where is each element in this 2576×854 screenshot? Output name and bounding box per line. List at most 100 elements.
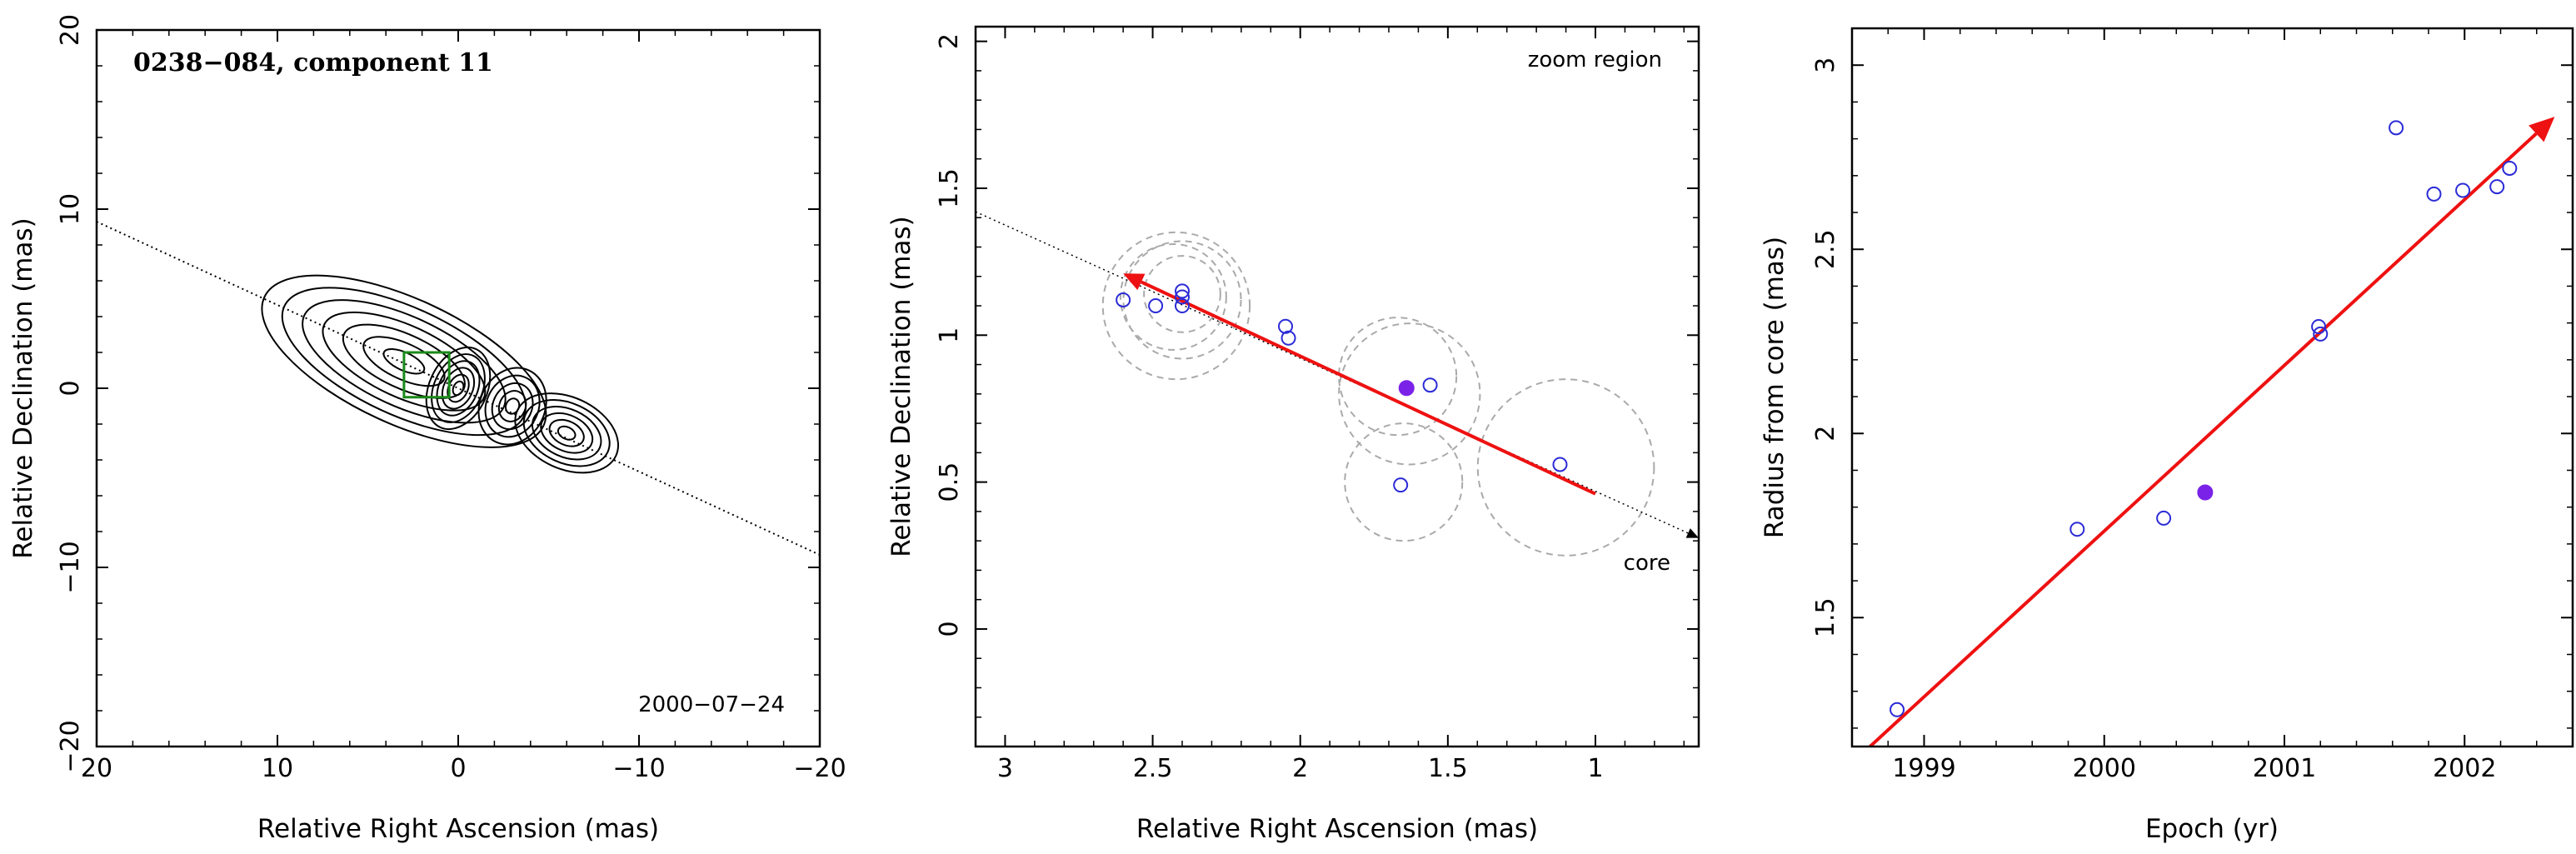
chart-title: 0238−084, component 11: [133, 48, 493, 77]
y-tick-label: 2.5: [1811, 229, 1840, 269]
y-tick-label: 10: [56, 193, 85, 225]
contour-level: [497, 390, 527, 422]
contour-level: [281, 287, 527, 437]
x-tick-label: 2000: [2073, 754, 2136, 783]
x-tick-label: 2001: [2253, 754, 2316, 783]
x-tick-label: 2002: [2433, 754, 2496, 783]
contour-level: [540, 412, 594, 454]
x-tick-label: −10: [612, 754, 665, 783]
contour-level: [522, 399, 611, 467]
error-circle: [1119, 242, 1227, 351]
data-point: [1175, 298, 1190, 314]
x-axis-label: Epoch (yr): [2145, 814, 2279, 844]
error-circle: [1122, 240, 1242, 360]
highlight-point: [1398, 380, 1415, 397]
x-tick-label: 3: [997, 754, 1013, 783]
data-point: [1148, 298, 1164, 314]
contour-level: [477, 367, 547, 446]
y-tick-label: 2: [1811, 426, 1840, 442]
y-tick-label: −20: [56, 720, 85, 772]
contour-level: [261, 274, 547, 448]
data-point: [1116, 292, 1131, 307]
velocity-arrow: [1141, 280, 1596, 496]
contour-level: [531, 406, 602, 461]
data-point: [2455, 182, 2471, 198]
contour-level: [452, 380, 465, 397]
axis-ticks: 1999 2000 2001 2002 1.5 2 2.5 3: [1811, 27, 2574, 783]
data-point: [1552, 457, 1568, 472]
data-point: [2313, 326, 2329, 342]
error-circle: [1344, 422, 1464, 542]
y-tick-label: 0: [935, 621, 964, 637]
radius-panel: 1999 2000 2001 2002 1.5 2 2.5 3 Epoch (yr) Radi…: [1760, 27, 2574, 844]
data-point: [1393, 477, 1409, 493]
contour-level: [302, 299, 507, 424]
axis-ticks: 3 2.5 2 1.5 1 0 0.5 1 1.5 2: [935, 27, 1699, 783]
contour-level: [322, 311, 487, 412]
zoom-region-box: [402, 351, 451, 399]
plot-frame: [974, 25, 1700, 748]
velocity-arrow-head: [1123, 273, 1146, 291]
data-point: [2311, 319, 2327, 335]
contour-map: [97, 221, 820, 556]
data-point: [2156, 510, 2172, 526]
error-circle: [1143, 255, 1221, 333]
x-tick-label: 2.5: [1133, 754, 1173, 783]
y-tick-label: 1: [935, 327, 964, 343]
y-tick-label: 1.5: [935, 168, 964, 208]
y-tick-label: 3: [1811, 57, 1840, 73]
data-point: [1890, 702, 1905, 717]
contour-level: [557, 425, 577, 441]
contour-level: [548, 418, 585, 447]
contour-level: [362, 336, 446, 387]
y-tick-label: 0.5: [935, 462, 964, 502]
error-circle: [1476, 378, 1655, 557]
zoom-panel: 3 2.5 2 1.5 1 0 0.5 1 1.5 2 zoom region core Rela…: [886, 25, 1700, 844]
core-label: core: [1624, 551, 1670, 576]
x-axis-label: Relative Right Ascension (mas): [1136, 814, 1538, 844]
x-tick-label: 2: [1292, 754, 1308, 783]
contour-level: [425, 346, 492, 431]
x-tick-label: 1: [1587, 754, 1603, 783]
data-point: [1175, 283, 1190, 299]
y-axis-label: Relative Declination (mas): [886, 216, 916, 557]
data-point: [1422, 377, 1438, 393]
data-point: [2489, 179, 2505, 195]
y-tick-label: 20: [56, 14, 85, 46]
data-point: [1175, 289, 1190, 305]
plot-frame: [95, 28, 821, 748]
contour-level: [436, 360, 481, 417]
axis-ticks: 20 10 0 −10 −20 −20 −10 0 10 20: [56, 14, 846, 783]
radius-plot-area: [1869, 117, 2555, 747]
zoom-plot-area: [976, 211, 1699, 557]
error-circle: [1101, 231, 1251, 381]
contour-level: [484, 374, 541, 438]
contour-panel: 20 10 0 −10 −20 −20 −10 0 10 20 0238−084, compone…: [8, 14, 846, 844]
plot-frame: [1850, 27, 2574, 748]
y-axis-label: Radius from core (mas): [1760, 237, 1790, 538]
error-circle: [1338, 317, 1458, 437]
data-point: [1281, 330, 1296, 346]
highlight-point: [2197, 484, 2214, 501]
jet-axis-line: [97, 221, 820, 556]
x-tick-label: 1.5: [1428, 754, 1468, 783]
contour-level: [491, 382, 534, 431]
core-direction-line-head: [1685, 528, 1699, 538]
data-point: [2502, 160, 2518, 176]
y-tick-label: 1.5: [1811, 597, 1840, 637]
y-tick-label: 2: [935, 33, 964, 49]
x-tick-label: 1999: [1892, 754, 1955, 783]
x-tick-label: −20: [793, 754, 846, 783]
contour-level: [441, 367, 476, 410]
data-point: [2426, 186, 2442, 202]
x-axis-label: Relative Right Ascension (mas): [257, 814, 659, 844]
error-circle: [1338, 322, 1481, 466]
x-tick-label: 0: [450, 754, 466, 783]
data-point: [2069, 522, 2085, 537]
fit-arrow-head: [2529, 117, 2555, 142]
y-tick-label: −10: [56, 541, 85, 593]
x-tick-label: 10: [262, 754, 293, 783]
date-label: 2000−07−24: [638, 692, 785, 717]
zoom-region-label: zoom region: [1528, 47, 1662, 72]
